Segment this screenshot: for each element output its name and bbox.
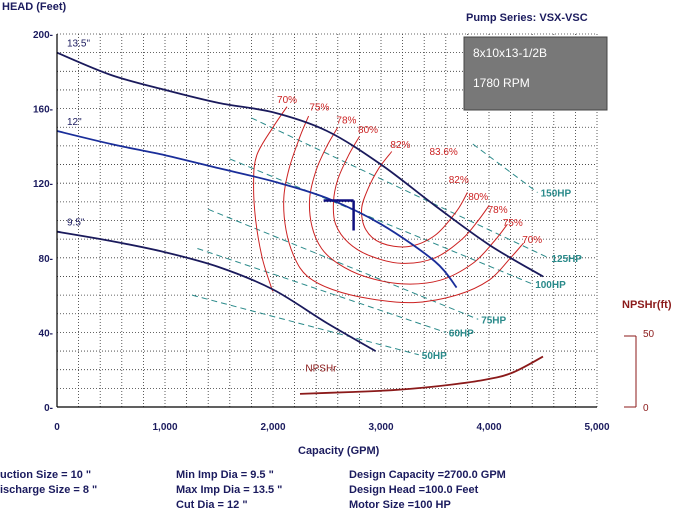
efficiency-contour [308,127,508,285]
discharge-size: ischarge Size = 8 " [0,484,98,496]
cut-dia: Cut Dia = 12 " [176,499,248,511]
efficiency-contour [283,115,524,304]
y-axis-label: HEAD (Feet) [2,1,67,13]
y-tick-label: 120- [33,179,53,190]
power-line-50hp [191,294,419,356]
x-tick-label: 1,000 [152,422,177,433]
power-line-60hp [197,248,446,333]
impeller-curve [56,130,458,289]
x-tick-label: 5,000 [584,422,609,433]
efficiency-label: 78% [488,205,508,216]
power-label: 125HP [551,254,582,265]
min-imp-dia: Min Imp Dia = 9.5 " [176,469,274,481]
motor-size: Motor Size =100 HP [349,499,451,511]
efficiency-label: 82% [390,140,410,151]
efficiency-label: 75% [503,218,523,229]
power-label: 100HP [535,280,566,291]
power-label: 75HP [481,315,506,326]
efficiency-contour [332,136,490,264]
suction-size: uction Size = 10 " [0,469,92,481]
design-point-layer [323,199,355,231]
power-line-150hp [472,143,538,193]
efficiency-label: 70% [277,95,297,106]
chart-title: Pump Series: VSX-VSC [466,12,588,24]
npsh-axis-label: NPSHr(ft) [622,299,672,311]
x-tick-label: 3,000 [368,422,393,433]
y-tick-label: 80- [39,254,53,265]
efficiency-label: 82% [449,175,469,186]
power-label: 150HP [541,189,572,200]
npsh-axis-max: 50 [643,329,655,340]
efficiency-contour [361,151,468,248]
efficiency-label: 80% [358,125,378,136]
efficiency-contour [253,106,288,292]
design-capacity: Design Capacity =2700.0 GPM [349,469,506,481]
y-tick-label: 0- [44,403,53,414]
impeller-label: 13.5" [67,39,90,50]
impeller-curve [56,230,377,352]
x-tick-label: 2,000 [260,422,285,433]
impeller-curves-layer: 13.5" 12" 9.5" [56,39,544,352]
power-line-100hp [229,158,533,285]
power-lines-layer: 150HP 125HP 100HP 75HP 60HP 50HP [191,117,582,362]
info-box [463,36,608,111]
npshr-label: NPSHr [305,364,337,375]
max-imp-dia: Max Imp Dia = 13.5 " [176,484,283,496]
efficiency-label: 78% [336,116,356,127]
impeller-label: 12" [67,117,82,128]
impeller-label: 9.5" [67,218,85,229]
impeller-curve [56,51,544,278]
design-head: Design Head =100.0 Feet [349,484,479,496]
x-tick-label: 0 [54,422,60,433]
y-tick-label: 160- [33,105,53,116]
power-line-75hp [208,208,479,320]
x-tick-label: 4,000 [476,422,501,433]
efficiency-label: 83.6% [429,147,457,158]
y-tick-label: 200- [33,30,53,41]
info-model: 8x10x13-1/2B [473,46,547,60]
efficiency-label: 80% [468,192,488,203]
info-speed: 1780 RPM [473,76,530,90]
efficiency-label: 75% [309,102,329,113]
npshr-layer: NPSHr [299,355,544,395]
efficiency-label: 70% [522,235,542,246]
y-tick-label: 40- [39,328,53,339]
power-line-125hp [251,117,549,259]
power-label: 60HP [449,328,474,339]
npsh-axis-min: 0 [643,403,649,414]
npshr-curve [299,355,544,395]
efficiency-contours-layer: 70%75%78%80%82%83.6%82%80%78%75%70% [253,95,542,304]
x-axis-label: Capacity (GPM) [298,445,380,457]
power-label: 50HP [422,351,447,362]
axes-layer: 0 1,000 2,000 3,000 4,000 5,000 0- 40- 80- 120- 16… [33,30,637,433]
